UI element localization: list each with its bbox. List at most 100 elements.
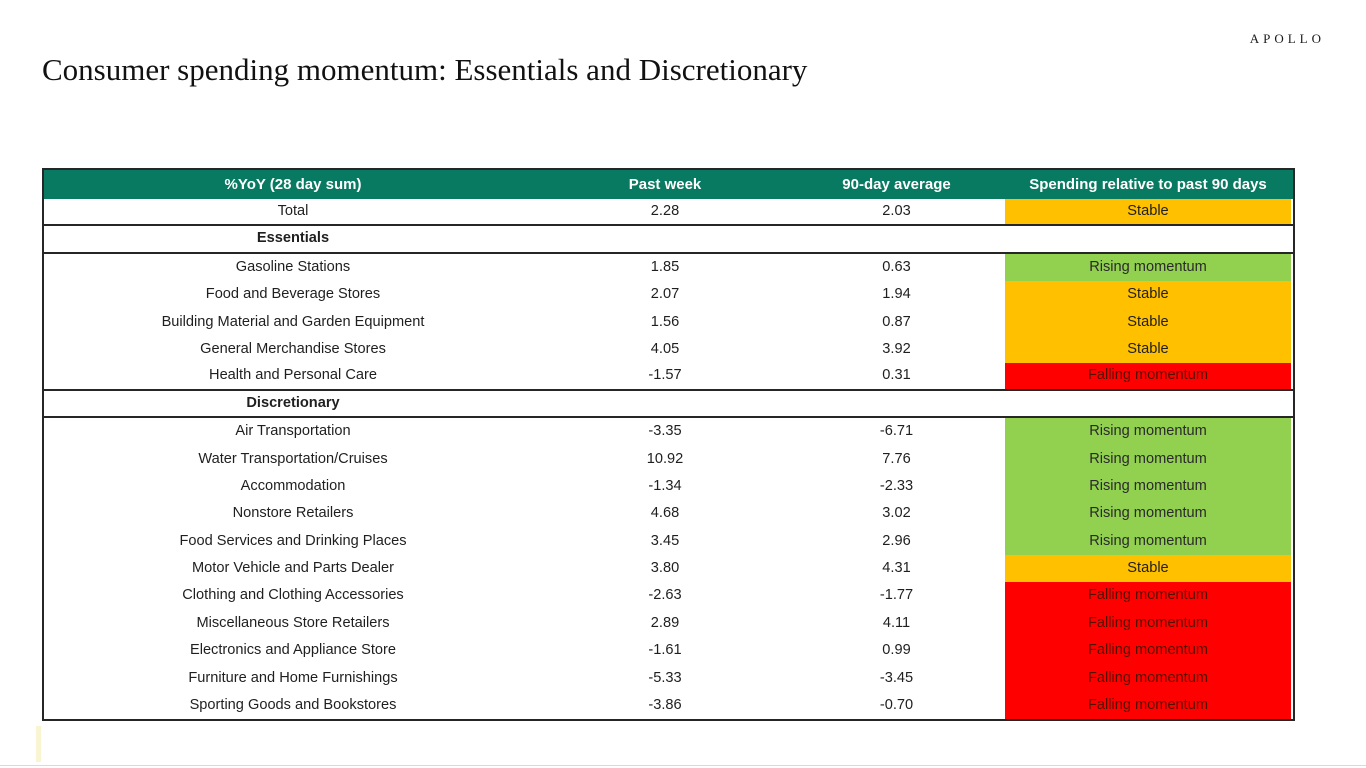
status-cell: Falling momentum bbox=[1005, 637, 1291, 665]
col-header-spending-relative: Spending relative to past 90 days bbox=[1029, 176, 1267, 193]
past-week-cell: 1.85 bbox=[650, 258, 680, 275]
category-cell: Discretionary bbox=[246, 394, 340, 411]
table-body: Total 2.28 2.03 Stable Essentials Gasoline St… bbox=[44, 199, 1293, 720]
past-week-cell: -5.33 bbox=[648, 669, 682, 686]
col-header-past-week: Past week bbox=[628, 176, 702, 193]
category-cell: Essentials bbox=[256, 230, 330, 247]
category-cell: Air Transportation bbox=[235, 423, 351, 440]
avg-90day-cell: 2.96 bbox=[882, 532, 911, 549]
avg-90day-cell: 7.76 bbox=[882, 450, 911, 467]
status-cell: Stable bbox=[1005, 335, 1291, 364]
status-cell: Rising momentum bbox=[1005, 418, 1291, 446]
status-cell: Falling momentum bbox=[1005, 692, 1291, 720]
past-week-cell: -1.34 bbox=[648, 477, 682, 494]
past-week-cell: -1.57 bbox=[648, 367, 682, 384]
category-cell: Building Material and Garden Equipment bbox=[161, 313, 425, 330]
page-title: Consumer spending momentum: Essentials a… bbox=[42, 52, 808, 87]
category-cell: Motor Vehicle and Parts Dealer bbox=[192, 560, 394, 577]
category-cell: General Merchandise Stores bbox=[200, 340, 386, 357]
category-cell: Accommodation bbox=[240, 477, 346, 494]
avg-90day-cell: 0.63 bbox=[882, 258, 911, 275]
table-header-row: %YoY (28 day sum) Past week 90-day avera… bbox=[44, 170, 1293, 199]
table-row: Food and Beverage Stores 2.07 1.94 Stable bbox=[44, 281, 1293, 309]
category-cell: Water Transportation/Cruises bbox=[198, 450, 388, 467]
avg-90day-cell: 0.87 bbox=[882, 313, 911, 330]
avg-90day-cell: 4.31 bbox=[882, 560, 911, 577]
avg-90day-cell: 3.92 bbox=[882, 340, 911, 357]
table-row: Sporting Goods and Bookstores -3.86 -0.70 F… bbox=[44, 692, 1293, 720]
avg-90day-cell: -2.33 bbox=[879, 477, 914, 494]
table-row: Electronics and Appliance Store -1.61 0.99… bbox=[44, 637, 1293, 665]
status-cell bbox=[1005, 226, 1291, 251]
past-week-cell: 2.89 bbox=[650, 614, 680, 631]
past-week-cell bbox=[542, 226, 788, 251]
status-cell: Stable bbox=[1005, 308, 1291, 336]
page-bottom-rule bbox=[0, 765, 1366, 766]
table-row: Accommodation -1.34 -2.33 Rising momentum bbox=[44, 472, 1293, 501]
past-week-cell: -2.63 bbox=[648, 587, 682, 604]
status-cell: Stable bbox=[1005, 555, 1291, 583]
status-cell: Rising momentum bbox=[1005, 527, 1291, 556]
category-cell: Electronics and Appliance Store bbox=[189, 642, 397, 659]
status-cell: Stable bbox=[1005, 199, 1291, 225]
past-week-cell: 4.05 bbox=[650, 340, 680, 357]
table-row: Furniture and Home Furnishings -5.33 -3.45… bbox=[44, 664, 1293, 693]
category-cell: Furniture and Home Furnishings bbox=[188, 669, 398, 686]
avg-90day-cell: 1.94 bbox=[882, 286, 911, 303]
table-row: Motor Vehicle and Parts Dealer 3.80 4.31 St… bbox=[44, 555, 1293, 583]
avg-90day-cell: -6.71 bbox=[879, 423, 914, 440]
status-cell: Falling momentum bbox=[1005, 582, 1291, 610]
avg-90day-cell: -1.77 bbox=[879, 587, 914, 604]
table-row: Health and Personal Care -1.57 0.31 Falling… bbox=[44, 363, 1293, 391]
past-week-cell bbox=[542, 391, 788, 416]
table-row: Total 2.28 2.03 Stable bbox=[44, 199, 1293, 227]
status-cell: Rising momentum bbox=[1005, 253, 1291, 282]
avg-90day-cell: 4.11 bbox=[882, 614, 911, 631]
status-cell: Falling momentum bbox=[1005, 664, 1291, 693]
table-row: Food Services and Drinking Places 3.45 2.9… bbox=[44, 527, 1293, 556]
category-cell: Miscellaneous Store Retailers bbox=[196, 614, 390, 631]
category-cell: Nonstore Retailers bbox=[232, 505, 354, 522]
avg-90day-cell: 0.31 bbox=[882, 367, 911, 384]
col-header-90day-average: 90-day average bbox=[842, 176, 951, 193]
status-cell: Stable bbox=[1005, 281, 1291, 309]
section-header-row: Discretionary bbox=[44, 391, 1293, 419]
category-cell: Total bbox=[277, 203, 309, 219]
status-cell: Rising momentum bbox=[1005, 445, 1291, 473]
apollo-logo: APOLLO bbox=[1249, 31, 1325, 46]
avg-90day-cell bbox=[788, 226, 1005, 251]
avg-90day-cell: 2.03 bbox=[882, 203, 911, 219]
avg-90day-cell: -3.45 bbox=[879, 669, 914, 686]
past-week-cell: 1.56 bbox=[650, 313, 680, 330]
past-week-cell: 3.45 bbox=[650, 532, 680, 549]
category-cell: Sporting Goods and Bookstores bbox=[189, 697, 397, 714]
past-week-cell: 2.07 bbox=[650, 286, 680, 303]
table-row: Water Transportation/Cruises 10.92 7.76 Ris… bbox=[44, 445, 1293, 473]
spending-momentum-table: %YoY (28 day sum) Past week 90-day avera… bbox=[42, 168, 1295, 722]
past-week-cell: 10.92 bbox=[646, 450, 684, 467]
status-cell: Rising momentum bbox=[1005, 472, 1291, 501]
status-cell: Rising momentum bbox=[1005, 500, 1291, 528]
table-row: Nonstore Retailers 4.68 3.02 Rising momentu… bbox=[44, 500, 1293, 528]
table-row: Building Material and Garden Equipment 1.… bbox=[44, 308, 1293, 336]
category-cell: Gasoline Stations bbox=[235, 258, 351, 275]
table-row: Clothing and Clothing Accessories -2.63 -1… bbox=[44, 582, 1293, 610]
table-row: General Merchandise Stores 4.05 3.92 Stable bbox=[44, 335, 1293, 364]
avg-90day-cell: -0.70 bbox=[879, 697, 914, 714]
past-week-cell: 2.28 bbox=[650, 203, 680, 219]
category-cell: Health and Personal Care bbox=[209, 367, 377, 384]
avg-90day-cell bbox=[788, 391, 1005, 416]
category-cell: Food Services and Drinking Places bbox=[179, 532, 407, 549]
table-row: Air Transportation -3.35 -6.71 Rising momen… bbox=[44, 418, 1293, 446]
status-cell bbox=[1005, 391, 1291, 416]
past-week-cell: 4.68 bbox=[650, 505, 680, 522]
status-cell: Falling momentum bbox=[1005, 363, 1291, 389]
status-cell: Falling momentum bbox=[1005, 609, 1291, 638]
category-cell: Clothing and Clothing Accessories bbox=[182, 587, 404, 604]
past-week-cell: 3.80 bbox=[650, 560, 680, 577]
table-row: Miscellaneous Store Retailers 2.89 4.11 Fal… bbox=[44, 609, 1293, 638]
table-row: Gasoline Stations 1.85 0.63 Rising momentum bbox=[44, 253, 1293, 282]
past-week-cell: -1.61 bbox=[648, 642, 682, 659]
category-cell: Food and Beverage Stores bbox=[205, 286, 381, 303]
